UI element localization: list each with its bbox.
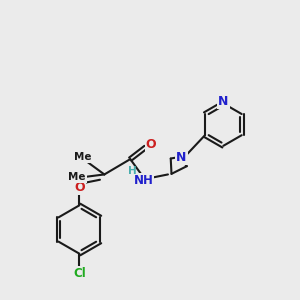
Text: O: O: [74, 181, 85, 194]
Text: N: N: [218, 94, 229, 108]
Text: NH: NH: [134, 174, 154, 188]
Text: N: N: [176, 151, 187, 164]
Text: Me: Me: [74, 152, 91, 162]
Text: Cl: Cl: [73, 267, 86, 280]
Text: O: O: [146, 138, 156, 151]
Text: H: H: [128, 166, 137, 176]
Text: Me: Me: [68, 172, 86, 182]
